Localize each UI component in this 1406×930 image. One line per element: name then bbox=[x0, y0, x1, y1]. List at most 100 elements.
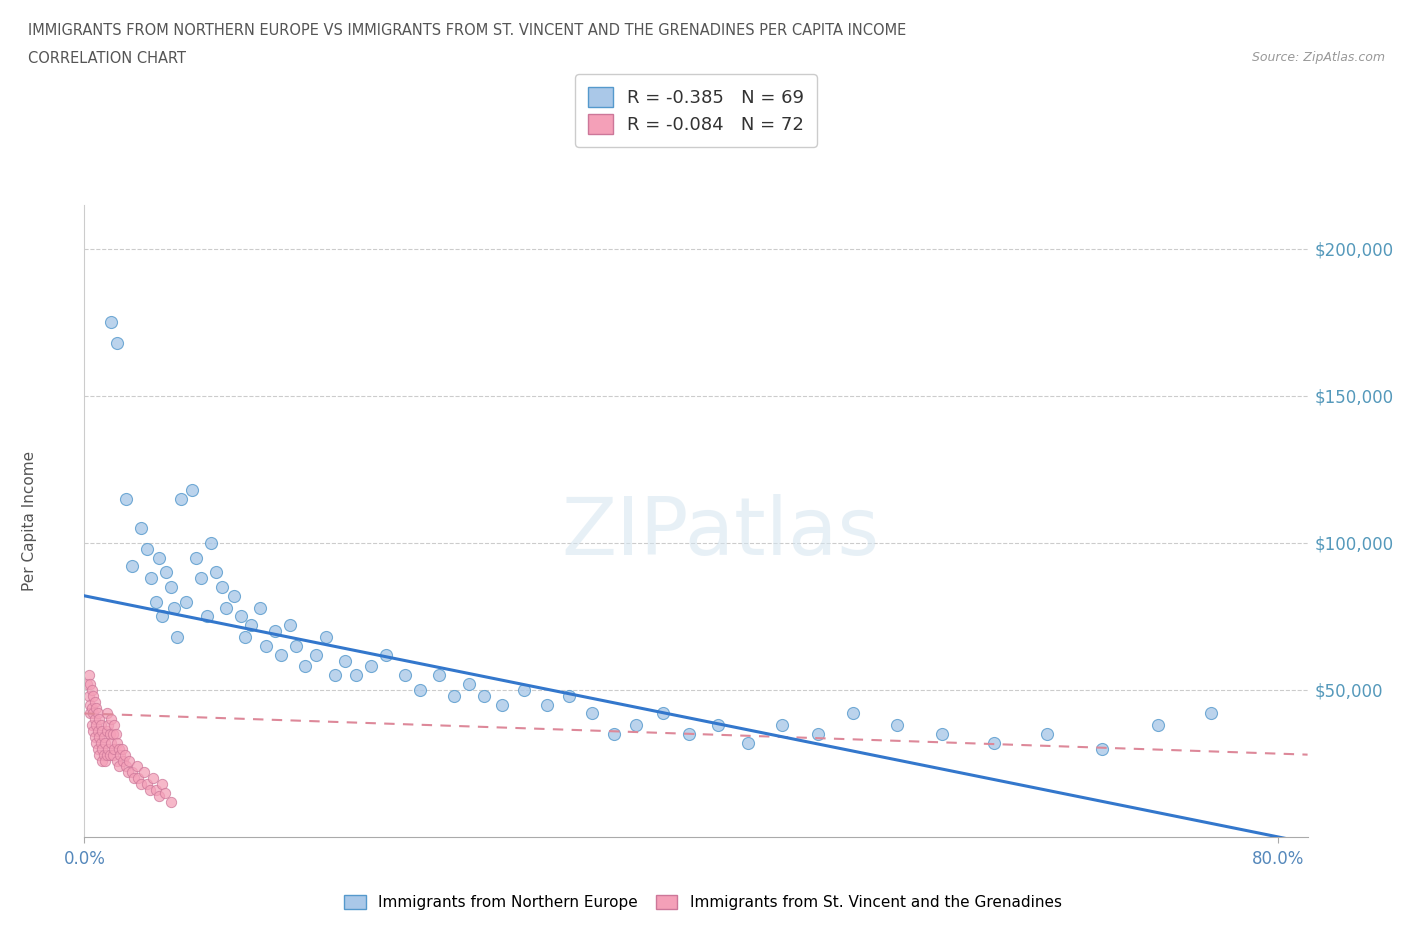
Point bbox=[89, 729, 111, 744]
Point bbox=[153, 786, 176, 801]
Point bbox=[186, 551, 208, 565]
Point bbox=[77, 668, 100, 683]
Point bbox=[93, 747, 115, 762]
Point bbox=[125, 759, 148, 774]
Point bbox=[79, 698, 101, 712]
Legend: R = -0.385   N = 69, R = -0.084   N = 72: R = -0.385 N = 69, R = -0.084 N = 72 bbox=[575, 74, 817, 147]
Point bbox=[983, 736, 1005, 751]
Point bbox=[160, 794, 183, 809]
Point bbox=[344, 668, 367, 683]
Point bbox=[174, 594, 197, 609]
Point bbox=[931, 726, 953, 741]
Point bbox=[886, 718, 908, 733]
Point bbox=[87, 741, 110, 756]
Point bbox=[94, 753, 117, 768]
Point bbox=[80, 700, 103, 715]
Point bbox=[107, 741, 129, 756]
Point bbox=[240, 618, 263, 632]
Point bbox=[101, 726, 124, 741]
Point bbox=[112, 753, 135, 768]
Point bbox=[129, 521, 152, 536]
Point bbox=[98, 726, 121, 741]
Point bbox=[409, 683, 432, 698]
Point bbox=[603, 726, 626, 741]
Point bbox=[190, 571, 212, 586]
Point bbox=[91, 724, 114, 738]
Point bbox=[118, 753, 141, 768]
Point bbox=[148, 789, 170, 804]
Point bbox=[204, 565, 226, 579]
Point bbox=[1035, 726, 1057, 741]
Point bbox=[82, 706, 104, 721]
Point bbox=[707, 718, 730, 733]
Point bbox=[160, 579, 183, 594]
Point bbox=[841, 706, 863, 721]
Point bbox=[458, 677, 481, 692]
Point bbox=[94, 736, 117, 751]
Point bbox=[136, 777, 159, 791]
Point bbox=[249, 600, 271, 615]
Point bbox=[374, 647, 396, 662]
Point bbox=[155, 565, 177, 579]
Point bbox=[107, 759, 129, 774]
Point bbox=[513, 683, 536, 698]
Point bbox=[222, 589, 245, 604]
Point bbox=[229, 609, 252, 624]
Point bbox=[127, 771, 149, 786]
Point bbox=[558, 688, 581, 703]
Point bbox=[90, 718, 112, 733]
Point bbox=[443, 688, 465, 703]
Point bbox=[108, 747, 131, 762]
Point bbox=[105, 336, 128, 351]
Point bbox=[285, 638, 308, 653]
Point bbox=[87, 724, 110, 738]
Point bbox=[136, 541, 159, 556]
Point bbox=[103, 741, 125, 756]
Point bbox=[737, 736, 759, 751]
Point bbox=[91, 753, 114, 768]
Point bbox=[90, 736, 112, 751]
Text: ZIPatlas: ZIPatlas bbox=[561, 495, 880, 573]
Point bbox=[115, 759, 138, 774]
Text: CORRELATION CHART: CORRELATION CHART bbox=[28, 51, 186, 66]
Legend: Immigrants from Northern Europe, Immigrants from St. Vincent and the Grenadines: Immigrants from Northern Europe, Immigra… bbox=[336, 887, 1070, 918]
Point bbox=[278, 618, 301, 632]
Point bbox=[91, 741, 114, 756]
Point bbox=[103, 718, 125, 733]
Point bbox=[294, 659, 316, 674]
Point bbox=[772, 718, 794, 733]
Point bbox=[98, 747, 121, 762]
Point bbox=[170, 491, 193, 506]
Point bbox=[84, 736, 107, 751]
Point bbox=[264, 624, 287, 639]
Point bbox=[139, 782, 162, 797]
Point bbox=[335, 653, 357, 668]
Point bbox=[84, 700, 107, 715]
Point bbox=[195, 609, 218, 624]
Point bbox=[114, 747, 136, 762]
Point bbox=[652, 706, 675, 721]
Point bbox=[536, 698, 558, 712]
Point bbox=[254, 638, 277, 653]
Point bbox=[129, 777, 152, 791]
Point bbox=[1199, 706, 1222, 721]
Point bbox=[96, 706, 118, 721]
Point bbox=[270, 647, 292, 662]
Point bbox=[491, 698, 513, 712]
Point bbox=[83, 711, 105, 726]
Point bbox=[141, 571, 163, 586]
Point bbox=[150, 609, 173, 624]
Point bbox=[1091, 741, 1114, 756]
Point bbox=[145, 782, 167, 797]
Point bbox=[89, 711, 111, 726]
Point bbox=[429, 668, 451, 683]
Point bbox=[678, 726, 700, 741]
Point bbox=[83, 695, 105, 710]
Point bbox=[96, 724, 118, 738]
Point bbox=[166, 630, 188, 644]
Text: IMMIGRANTS FROM NORTHERN EUROPE VS IMMIGRANTS FROM ST. VINCENT AND THE GRENADINE: IMMIGRANTS FROM NORTHERN EUROPE VS IMMIG… bbox=[28, 23, 907, 38]
Point bbox=[82, 724, 104, 738]
Point bbox=[77, 688, 100, 703]
Text: Per Capita Income: Per Capita Income bbox=[22, 451, 37, 591]
Point bbox=[83, 729, 105, 744]
